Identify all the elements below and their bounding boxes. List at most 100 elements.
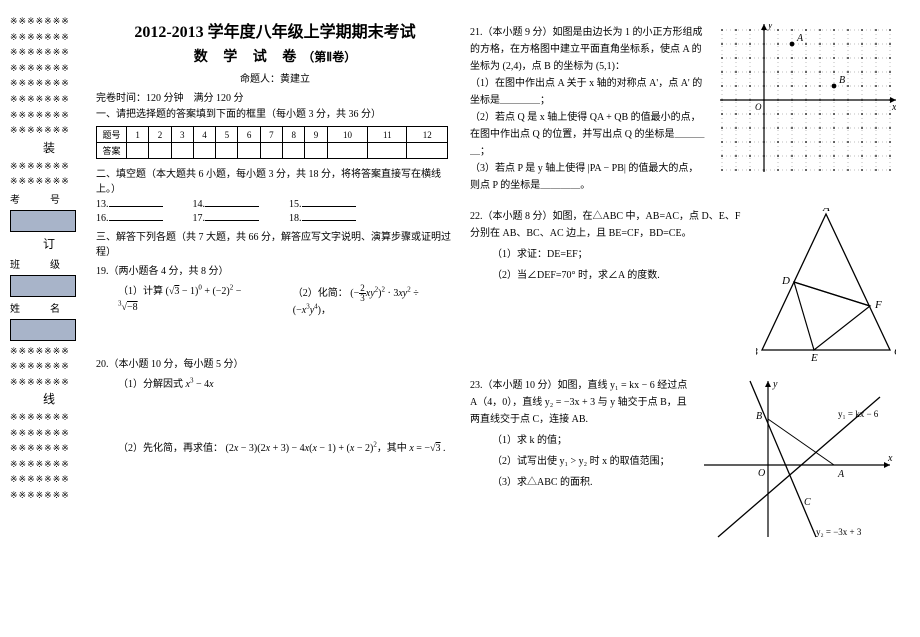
p21-figure: xyOAB [714,24,896,194]
svg-text:A: A [837,469,845,480]
answer-cell[interactable] [238,143,260,159]
answer-cell[interactable] [149,143,171,159]
p23-s2: （2）试写出使 y₁ > y₂ 时 x 的取值范围； [492,453,690,470]
answer-cell[interactable] [368,143,407,159]
grid-svg: xyOAB [714,24,896,174]
answer-cell[interactable] [305,143,327,159]
svg-text:C: C [894,346,896,358]
p19-head: 19.（两小题各 4 分，共 8 分） [96,264,454,280]
p19-b-label: （2）化简： [293,288,348,299]
blank[interactable] [205,211,259,221]
answer-cell[interactable] [171,143,193,159]
svg-text:C: C [804,497,811,508]
right-page: 21.（本小题 9 分）如图是由边长为 1 的小正方形组成的方格，在方格图中建立… [462,0,910,637]
p20-b-expr: (2x − 3)(2x + 3) − 4x(x − 1) + (x − 2)2，… [226,443,446,454]
p21-head: 21.（本小题 9 分）如图是由边长为 1 的小正方形组成的方格，在方格图中建立… [470,24,706,75]
blank[interactable] [302,197,356,207]
problem-22: 22.（本小题 8 分）如图，在△ABC 中，AB=AC，点 D、E、F 分别在… [470,208,896,363]
author-name: 黄建立 [280,74,310,85]
answer-cell[interactable] [283,143,305,159]
p21-s1: （1）在图中作出点 A 关于 x 轴的对称点 A'，点 A' 的坐标是＿＿＿＿； [470,75,706,109]
free-instr: 三、解答下列各题（共 7 大题，共 66 分，解答应写文字说明、演算步骤或证明过… [96,228,454,258]
label-exam-no: 考 号 [10,194,88,208]
fill-15: 15. [289,199,302,210]
binding-margin: ※※※※※※※ ※※※※※※※ ※※※※※※※ ※※※※※※※ ※※※※※※※ … [0,0,92,637]
lines-svg: xyOABCy₁ = kx − 6y₂ = −3x + 3 [698,377,896,542]
svg-text:F: F [874,299,882,311]
p20-a: （1）分解因式 x3 − 4x [118,377,454,393]
blank[interactable] [109,211,163,221]
svg-text:E: E [810,352,818,363]
asterisk-row: ※※※※※※※ [10,175,88,188]
p19-b: （2）化简： (−23xy2)2 · 3xy2 ÷ (−x3y4)， [293,284,454,319]
label-class: 班 级 [10,259,88,273]
exam-no-input[interactable] [10,210,76,232]
answer-cell[interactable] [127,143,149,159]
asterisk-row: ※※※※※※※ [10,360,88,373]
svg-text:B: B [839,75,845,86]
col-num: 12 [407,127,448,143]
col-num: 11 [368,127,407,143]
fill-13: 13. [96,199,109,210]
fill-row-1: 13. 14. 15. [96,197,454,210]
col-num: 8 [283,127,305,143]
author-line: 命题人：黄建立 [96,70,454,85]
fill-14: 14. [193,199,206,210]
p21-s3: （3）若点 P 是 y 轴上使得 |PA − PB| 的值最大的点，则点 P 的… [470,160,706,194]
asterisk-row: ※※※※※※※ [10,473,88,486]
p22-figure: ABCDEF [756,208,896,363]
asterisk-row: ※※※※※※※ [10,411,88,424]
p20-b: （2）先化简，再求值： (2x − 3)(2x + 3) − 4x(x − 1)… [118,441,454,457]
asterisk-row: ※※※※※※※ [10,15,88,28]
answer-cell[interactable] [327,143,368,159]
answer-cell[interactable] [216,143,238,159]
svg-text:y: y [767,24,773,31]
fill-17: 17. [193,213,206,224]
name-input[interactable] [10,319,76,341]
svg-text:A: A [822,208,830,214]
p20-a-expr: x3 − 4x [186,379,214,390]
choice-instr: 一、请把选择题的答案填到下面的框里（每小题 3 分，共 36 分） [96,105,454,120]
answer-cell[interactable] [193,143,215,159]
bind-char-ding: 订 [10,236,88,253]
answer-cell[interactable] [407,143,448,159]
col-num: 4 [193,127,215,143]
fill-18: 18. [289,213,302,224]
asterisk-row: ※※※※※※※ [10,442,88,455]
triangle-svg: ABCDEF [756,208,896,363]
answer-grid: 题号 1 2 3 4 5 6 7 8 9 10 11 12 答案 [96,126,448,159]
svg-text:D: D [781,275,790,287]
time-line: 完卷时间：120 分钟 满分 120 分 [96,89,454,104]
bind-char-xian: 线 [10,391,88,408]
problem-20: 20.（本小题 10 分，每小题 5 分） （1）分解因式 x3 − 4x （2… [96,357,454,457]
answer-cell[interactable] [260,143,282,159]
asterisk-row: ※※※※※※※ [10,62,88,75]
page-title: 2012-2013 学年度八年级上学期期末考试 [96,18,454,42]
asterisk-row: ※※※※※※※ [10,77,88,90]
asterisk-row: ※※※※※※※ [10,124,88,137]
blank[interactable] [109,197,163,207]
asterisk-row: ※※※※※※※ [10,93,88,106]
bind-char-zhuang: 装 [10,140,88,157]
col-num: 1 [127,127,149,143]
asterisk-row: ※※※※※※※ [10,489,88,502]
blank[interactable] [205,197,259,207]
p20-b-label: （2）先化简，再求值： [118,443,223,454]
svg-text:x: x [887,453,893,464]
problem-21: 21.（本小题 9 分）如图是由边长为 1 的小正方形组成的方格，在方格图中建立… [470,24,896,194]
p20-head: 20.（本小题 10 分，每小题 5 分） [96,357,454,373]
class-input[interactable] [10,275,76,297]
p20-a-label: （1）分解因式 [118,379,183,390]
blank[interactable] [302,211,356,221]
col-num: 10 [327,127,368,143]
page-subtitle: 数 学 试 卷（第Ⅱ卷） [96,46,454,66]
p21-s2: （2）若点 Q 是 x 轴上使得 QA + QB 的值最小的点，在图中作出点 Q… [470,109,706,160]
col-num: 3 [171,127,193,143]
label-name: 姓 名 [10,303,88,317]
p22-head: 22.（本小题 8 分）如图，在△ABC 中，AB=AC，点 D、E、F 分别在… [470,208,748,242]
asterisk-row: ※※※※※※※ [10,458,88,471]
paper-part: （第Ⅱ卷） [302,50,356,64]
col-num: 5 [216,127,238,143]
svg-text:y: y [772,379,778,390]
col-num: 2 [149,127,171,143]
